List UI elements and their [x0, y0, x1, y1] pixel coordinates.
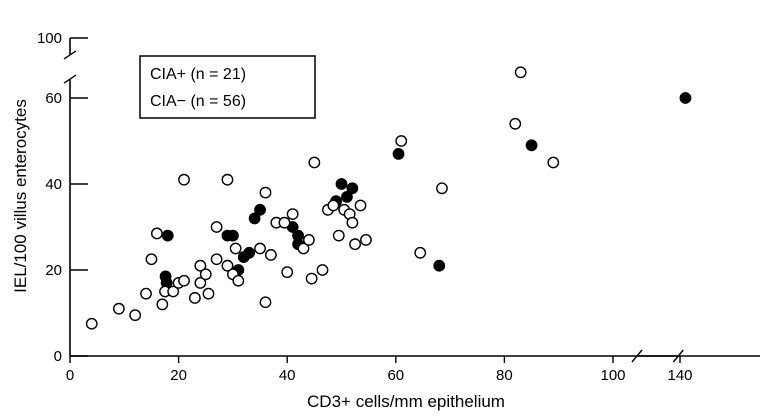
data-point-cia-negative	[360, 233, 372, 246]
data-point-cia-positive	[248, 212, 261, 225]
y-axis-break-mark	[63, 50, 77, 60]
x-tick-label: 80	[496, 367, 513, 384]
data-point-cia-positive	[679, 92, 692, 104]
data-point-cia-negative	[156, 298, 169, 311]
data-point-cia-negative	[259, 186, 272, 199]
data-point-cia-positive	[346, 182, 359, 195]
data-point-cia-negative	[354, 199, 367, 212]
x-axis-title: CD3+ cells/mm epithelium	[307, 392, 505, 411]
data-point-cia-negative	[232, 274, 245, 287]
data-point-cia-negative	[265, 249, 277, 261]
data-point-cia-negative	[303, 233, 315, 246]
data-point-cia-negative	[145, 253, 158, 266]
data-point-cia-positive	[335, 178, 348, 190]
data-point-cia-negative	[509, 117, 522, 130]
data-point-cia-negative	[547, 156, 560, 169]
data-point-cia-negative	[210, 253, 223, 266]
data-point-cia-negative	[178, 173, 190, 186]
data-point-cia-negative	[199, 268, 212, 281]
data-point-cia-positive	[341, 190, 353, 203]
data-point-cia-negative	[259, 296, 272, 309]
data-point-cia-negative	[194, 276, 207, 289]
x-axis-break-mark	[672, 349, 684, 363]
data-point-cia-negative	[210, 221, 223, 233]
x-axis-break-mark	[631, 349, 643, 363]
legend-entry-cia-positive: CIA+ (n = 21)	[150, 66, 246, 83]
x-tick-label: 140	[667, 367, 692, 384]
data-point-cia-negative	[167, 285, 180, 298]
data-point-cia-negative	[395, 135, 408, 147]
data-point-cia-negative	[188, 292, 201, 304]
y-axis-break-mark	[63, 74, 77, 84]
data-point-cia-positive	[392, 147, 405, 160]
x-tick-label: 60	[387, 367, 404, 384]
y-tick-label: 20	[45, 262, 62, 279]
data-point-cia-negative	[308, 156, 321, 169]
axes: 0 20 40 60 80 100 140 0 20 40 60 100	[37, 30, 760, 384]
data-point-cia-positive	[161, 229, 174, 242]
data-point-cia-negative	[140, 287, 152, 300]
legend-box	[139, 55, 316, 119]
data-point-cia-negative	[305, 272, 318, 285]
y-axis-title: IEL/100 villus enterocytes	[11, 99, 30, 293]
data-point-cia-negative	[514, 66, 527, 79]
data-point-cia-positive	[254, 203, 266, 216]
data-point-cia-negative	[436, 182, 448, 195]
data-point-cia-negative	[229, 242, 242, 255]
data-point-cia-negative	[254, 242, 266, 255]
data-point-cia-negative	[346, 216, 359, 229]
y-tick-label: 0	[54, 348, 62, 365]
data-point-cia-negative	[278, 216, 291, 229]
data-point-cia-negative	[414, 246, 427, 259]
y-tick-label: 40	[45, 176, 62, 193]
legend: CIA+ (n = 21) CIA− (n = 56)	[139, 55, 316, 119]
y-tick-label: 60	[45, 90, 62, 107]
x-tick-label: 20	[170, 367, 187, 384]
data-point-cia-positive	[525, 139, 538, 152]
data-point-cia-negative	[202, 287, 215, 300]
x-tick-label: 100	[600, 367, 625, 384]
data-point-cia-negative	[112, 302, 125, 315]
data-point-cia-positive	[243, 246, 256, 259]
data-point-cia-negative	[221, 259, 234, 272]
data-point-cia-negative	[85, 317, 98, 330]
y-tick-label: 100	[37, 30, 62, 47]
data-point-cia-negative	[221, 173, 234, 186]
data-point-cia-negative	[178, 274, 190, 287]
data-point-cia-positive	[226, 229, 239, 242]
data-point-cia-negative	[316, 264, 329, 276]
data-point-cia-negative	[150, 227, 163, 240]
data-point-cia-negative	[297, 242, 310, 255]
legend-entry-cia-negative: CIA− (n = 56)	[150, 93, 246, 110]
data-point-cia-negative	[129, 309, 142, 322]
data-point-cia-negative	[286, 208, 299, 221]
data-point-cia-positive	[433, 259, 446, 272]
data-points	[85, 66, 692, 330]
data-point-cia-negative	[332, 229, 345, 242]
x-tick-label: 0	[66, 367, 74, 384]
data-point-cia-negative	[281, 266, 294, 279]
data-point-cia-negative	[194, 259, 207, 272]
x-tick-label: 40	[279, 367, 296, 384]
data-point-cia-negative	[327, 199, 340, 212]
data-point-cia-negative	[349, 238, 361, 251]
